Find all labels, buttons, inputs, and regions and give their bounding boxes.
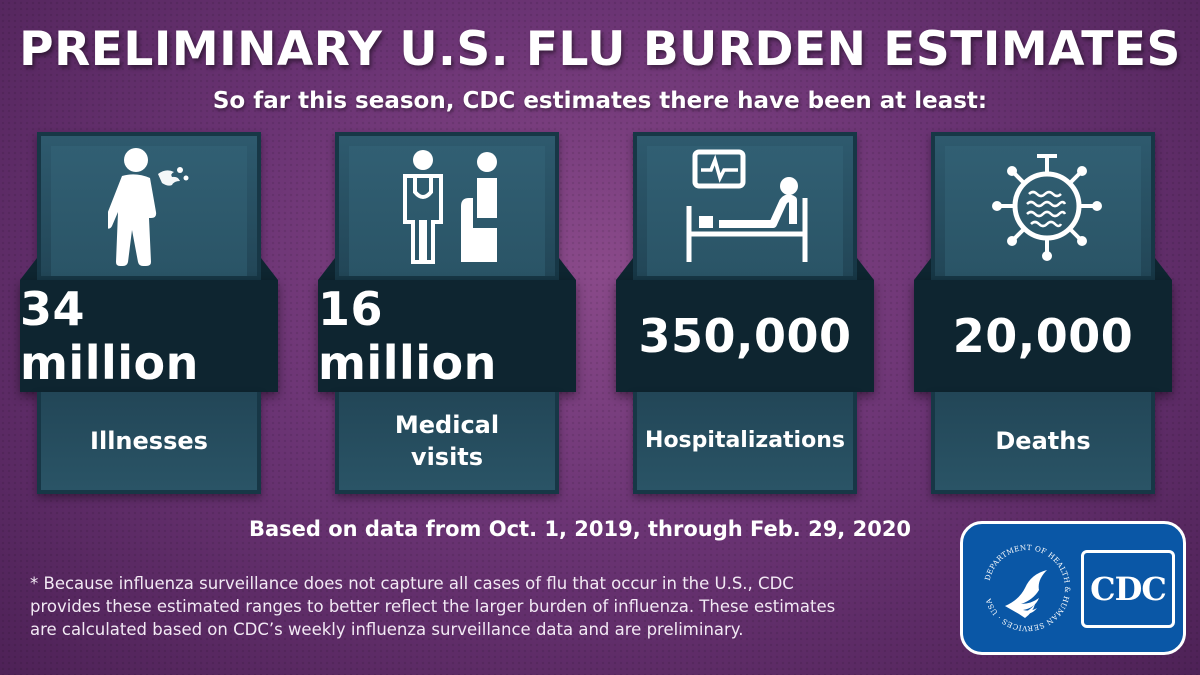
sick-person-icon: [108, 148, 189, 266]
card-label-panel: Hospitalizations: [633, 392, 857, 494]
footnote-line: * Because influenza surveillance does no…: [30, 574, 794, 593]
number-band: 16 million: [318, 280, 576, 392]
stat-label: Hospitalizations: [645, 428, 845, 454]
stat-value: 16 million: [318, 282, 497, 390]
hhs-seal-icon: DEPARTMENT OF HEALTH & HUMAN SERVICES · …: [983, 543, 1072, 633]
cdc-logo: CDC: [1081, 550, 1175, 628]
footnote-line: provides these estimated ranges to bette…: [30, 597, 836, 616]
card-label-panel: Illnesses: [37, 392, 261, 494]
card-top-panel: [633, 132, 857, 280]
stat-value: 34 million: [20, 282, 199, 390]
stat-label-line: Medical: [394, 410, 500, 439]
page-title: PRELIMINARY U.S. FLU BURDEN ESTIMATES: [19, 22, 1181, 77]
footnote: * Because influenza surveillance does no…: [30, 572, 960, 641]
number-band: 350,000: [616, 280, 874, 392]
stat-value: 350,000: [638, 309, 852, 363]
card-deaths: 20,000 Deaths: [914, 132, 1172, 494]
stat-label: Illnesses: [90, 426, 208, 455]
card-top-panel: [37, 132, 261, 280]
card-hospitalizations: 350,000 Hospitalizations: [616, 132, 874, 494]
card-top-panel: [931, 132, 1155, 280]
stat-label: Deaths: [995, 426, 1091, 455]
page-subtitle: So far this season, CDC estimates there …: [212, 88, 988, 114]
card-top-panel: [335, 132, 559, 280]
doctor-patient-icon: [403, 150, 497, 264]
data-range-note: Based on data from Oct. 1, 2019, through…: [248, 517, 912, 541]
logo-badge: DEPARTMENT OF HEALTH & HUMAN SERVICES · …: [960, 521, 1186, 655]
number-band: 34 million: [20, 280, 278, 392]
card-label-panel: Medical visits: [335, 392, 559, 494]
stat-label-line: visits: [410, 443, 484, 471]
stat-label: Medical visits: [395, 409, 499, 474]
stat-value: 20,000: [952, 309, 1134, 363]
number-band: 20,000: [914, 280, 1172, 392]
virus-icon: [992, 154, 1102, 261]
card-illnesses: 34 million Illnesses: [20, 132, 278, 494]
footnote-line: are calculated based on CDC’s weekly inf…: [30, 620, 744, 639]
hospital-bed-icon: [686, 149, 808, 262]
card-medical-visits: 16 million Medical visits: [318, 132, 576, 494]
card-label-panel: Deaths: [931, 392, 1155, 494]
